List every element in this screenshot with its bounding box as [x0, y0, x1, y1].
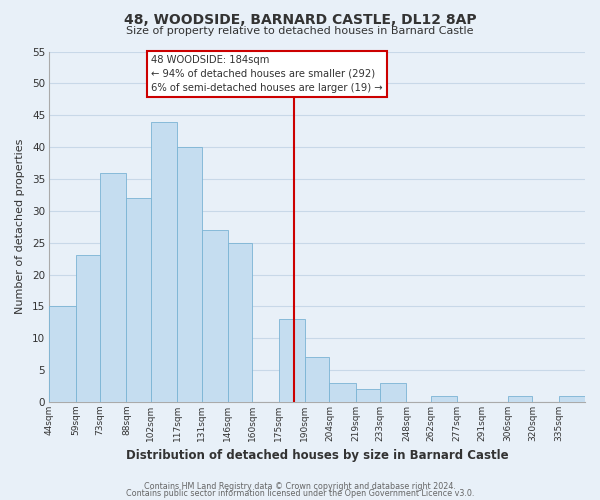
- Bar: [76, 256, 100, 402]
- Bar: [305, 358, 329, 402]
- Bar: [559, 396, 585, 402]
- Bar: [329, 383, 356, 402]
- Bar: [202, 230, 228, 402]
- Bar: [278, 319, 305, 402]
- Bar: [177, 147, 202, 402]
- Bar: [431, 396, 457, 402]
- Text: Contains HM Land Registry data © Crown copyright and database right 2024.: Contains HM Land Registry data © Crown c…: [144, 482, 456, 491]
- Bar: [356, 390, 380, 402]
- Bar: [127, 198, 151, 402]
- Bar: [380, 383, 406, 402]
- Text: Contains public sector information licensed under the Open Government Licence v3: Contains public sector information licen…: [126, 489, 474, 498]
- X-axis label: Distribution of detached houses by size in Barnard Castle: Distribution of detached houses by size …: [126, 450, 508, 462]
- Text: 48 WOODSIDE: 184sqm
← 94% of detached houses are smaller (292)
6% of semi-detach: 48 WOODSIDE: 184sqm ← 94% of detached ho…: [151, 54, 383, 92]
- Bar: [49, 306, 76, 402]
- Bar: [100, 172, 127, 402]
- Bar: [151, 122, 177, 402]
- Y-axis label: Number of detached properties: Number of detached properties: [15, 139, 25, 314]
- Text: Size of property relative to detached houses in Barnard Castle: Size of property relative to detached ho…: [126, 26, 474, 36]
- Bar: [508, 396, 532, 402]
- Bar: [228, 242, 253, 402]
- Text: 48, WOODSIDE, BARNARD CASTLE, DL12 8AP: 48, WOODSIDE, BARNARD CASTLE, DL12 8AP: [124, 12, 476, 26]
